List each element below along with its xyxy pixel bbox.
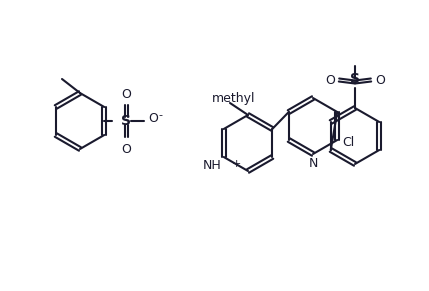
Text: methyl: methyl (212, 92, 256, 105)
Text: NH: NH (203, 159, 222, 172)
Text: S: S (350, 72, 360, 86)
Text: Cl: Cl (342, 136, 354, 148)
Text: N: N (308, 157, 318, 170)
Text: O: O (325, 74, 335, 86)
Text: O: O (121, 143, 131, 156)
Text: -: - (158, 110, 162, 120)
Text: +: + (232, 159, 241, 169)
Text: O: O (121, 88, 131, 101)
Text: O: O (375, 74, 385, 86)
Text: O: O (148, 113, 158, 125)
Text: S: S (121, 114, 131, 128)
